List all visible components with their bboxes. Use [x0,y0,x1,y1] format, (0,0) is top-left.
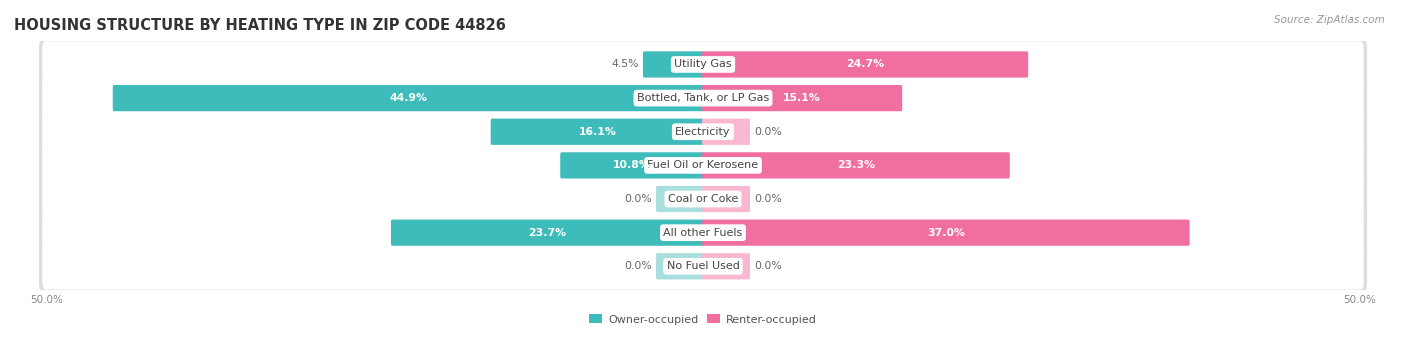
FancyBboxPatch shape [39,106,1367,158]
Text: 0.0%: 0.0% [754,127,782,137]
FancyBboxPatch shape [657,186,704,212]
FancyBboxPatch shape [39,207,1367,258]
FancyBboxPatch shape [42,176,1364,222]
FancyBboxPatch shape [42,41,1364,88]
FancyBboxPatch shape [39,72,1367,124]
Text: 44.9%: 44.9% [389,93,427,103]
FancyBboxPatch shape [39,240,1367,292]
FancyBboxPatch shape [657,253,704,279]
Text: 16.1%: 16.1% [578,127,616,137]
Text: Coal or Coke: Coal or Coke [668,194,738,204]
FancyBboxPatch shape [112,85,704,111]
FancyBboxPatch shape [39,139,1367,191]
Text: 24.7%: 24.7% [846,59,884,70]
FancyBboxPatch shape [391,220,704,246]
FancyBboxPatch shape [42,108,1364,155]
Text: 37.0%: 37.0% [927,228,965,238]
Text: Electricity: Electricity [675,127,731,137]
FancyBboxPatch shape [39,39,1367,90]
FancyBboxPatch shape [42,142,1364,189]
Text: HOUSING STRUCTURE BY HEATING TYPE IN ZIP CODE 44826: HOUSING STRUCTURE BY HEATING TYPE IN ZIP… [14,18,506,33]
Text: 0.0%: 0.0% [754,194,782,204]
Text: Fuel Oil or Kerosene: Fuel Oil or Kerosene [647,160,759,170]
Text: 4.5%: 4.5% [612,59,638,70]
Text: Bottled, Tank, or LP Gas: Bottled, Tank, or LP Gas [637,93,769,103]
FancyBboxPatch shape [702,220,1189,246]
FancyBboxPatch shape [702,119,749,145]
Text: 0.0%: 0.0% [624,261,652,271]
FancyBboxPatch shape [560,152,704,178]
Text: Source: ZipAtlas.com: Source: ZipAtlas.com [1274,15,1385,25]
Text: Utility Gas: Utility Gas [675,59,731,70]
Text: 10.8%: 10.8% [613,160,651,170]
Text: 23.7%: 23.7% [529,228,567,238]
FancyBboxPatch shape [42,75,1364,121]
FancyBboxPatch shape [702,186,749,212]
FancyBboxPatch shape [491,119,704,145]
FancyBboxPatch shape [39,173,1367,225]
Text: 0.0%: 0.0% [754,261,782,271]
Legend: Owner-occupied, Renter-occupied: Owner-occupied, Renter-occupied [585,310,821,329]
FancyBboxPatch shape [702,85,903,111]
Text: 15.1%: 15.1% [783,93,821,103]
Text: All other Fuels: All other Fuels [664,228,742,238]
FancyBboxPatch shape [42,243,1364,290]
FancyBboxPatch shape [643,51,704,78]
FancyBboxPatch shape [702,253,749,279]
FancyBboxPatch shape [702,152,1010,178]
FancyBboxPatch shape [702,51,1028,78]
FancyBboxPatch shape [42,209,1364,256]
Text: 0.0%: 0.0% [624,194,652,204]
Text: No Fuel Used: No Fuel Used [666,261,740,271]
Text: 23.3%: 23.3% [837,160,875,170]
